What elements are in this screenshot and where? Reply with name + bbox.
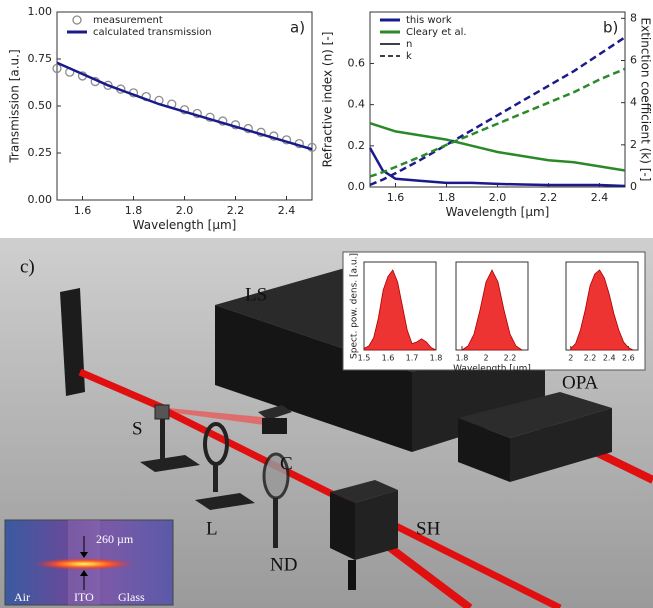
field-spot [34,558,134,570]
y-axis-label: Spect. pow. dens. [a.u.] [350,253,360,359]
opa-side [510,408,612,482]
x-tick-label: 1.8 [125,204,143,217]
camera [258,405,292,420]
series-line [369,67,626,178]
spectrum-area [460,269,524,351]
x-tick-label: 2.2 [584,354,597,363]
series-line [368,147,626,188]
y-tick-label: 1.00 [28,5,53,18]
x-axis-label: Wavelength [µm] [133,218,237,232]
sample-holder [154,404,170,420]
component-label: S [132,418,143,439]
layer-label: ITO [74,590,94,604]
scene: c) LS OPA S C L ND SH 260 µm Air ITO Gla… [0,238,653,608]
x-tick-label: 1.8 [456,354,469,363]
stage [195,493,255,510]
x-tick-label: 2.4 [603,354,616,363]
y-tick-label: 0.75 [28,52,53,65]
layer-label: Air [14,590,30,604]
component-label: C [280,453,293,474]
mirror [60,288,85,396]
x-tick-label: 1.5 [358,354,371,363]
x-tick-label: 2.4 [591,191,609,204]
y2-tick-label: 0 [630,180,637,193]
legend-marker [72,15,82,25]
component-label: SH [416,518,441,539]
y-axis-label: Transmission [a.u.] [8,49,22,163]
legend-label: calculated transmission [93,27,212,38]
x-tick-label: 2.6 [622,354,635,363]
stage [140,455,200,472]
sh-top [330,480,398,503]
x-tick-label: 1.6 [74,204,92,217]
x-tick-label: 2 [568,354,573,363]
y-axis-label: Refractive index (n) [-] [321,32,335,168]
sh-side [355,490,398,560]
x-tick-label: 1.6 [382,354,395,363]
post [213,464,218,492]
y-tick-label: 0.2 [348,139,366,152]
y-tick-label: 0.25 [28,146,53,159]
arrow-head [80,570,88,576]
x-tick-label: 2.2 [504,354,517,363]
y2-tick-label: 8 [630,11,637,24]
x-axis-label: Wavelength [µm] [446,205,550,219]
x-tick-label: 2.2 [540,191,558,204]
data-point [52,63,62,74]
series-line [56,61,313,151]
y-tick-label: 0.6 [348,56,366,69]
camera-body [262,418,287,434]
arrow-head [80,552,88,558]
beam [168,408,272,426]
component-label: L [206,518,218,539]
x-tick-label: 2.0 [176,204,194,217]
beam [78,368,170,414]
panel-label: b) [603,19,618,37]
y2-axis-label: Extinction coefficient (k) [-] [639,18,653,182]
y2-tick-label: 2 [630,138,637,151]
post [160,419,165,459]
y-tick-label: 0.00 [28,193,53,206]
panel-label: c) [20,256,35,277]
y-tick-label: 0.50 [28,99,53,112]
data-point [103,80,113,90]
x-tick-label: 2.4 [278,204,296,217]
spectrum-area [570,269,634,351]
legend-label: Cleary et al. [406,27,467,38]
size-label: 260 µm [96,532,134,546]
layer-label: Glass [118,590,145,604]
x-tick-label: 1.6 [387,191,405,204]
spectrum-area [363,269,437,351]
component-label: LS [245,284,267,305]
y2-tick-label: 6 [630,53,637,66]
x-tick-label: 2.2 [227,204,245,217]
legend-label: measurement [93,15,163,26]
opa-front [458,418,510,482]
x-tick-label: 2 [483,354,488,363]
y2-tick-label: 4 [630,96,637,109]
post [348,560,356,590]
y-tick-label: 0.0 [348,180,366,193]
x-tick-label: 1.7 [406,354,419,363]
component-label: ND [270,554,297,575]
post [273,498,278,548]
series-line [369,36,626,187]
x-axis-label: Wavelength [µm] [453,364,531,374]
y-tick-label: 0.4 [348,98,366,111]
sh-front [330,492,355,560]
x-tick-label: 1.8 [430,354,443,363]
opa-top [458,392,612,438]
panel-label: a) [290,19,305,37]
legend-label: n [406,39,412,50]
ls-front [215,305,412,452]
x-tick-label: 2.0 [489,191,507,204]
legend-label: k [406,51,412,62]
x-tick-label: 1.8 [438,191,456,204]
component-label: OPA [562,372,599,393]
series-line [369,121,626,172]
legend-label: this work [406,15,452,26]
